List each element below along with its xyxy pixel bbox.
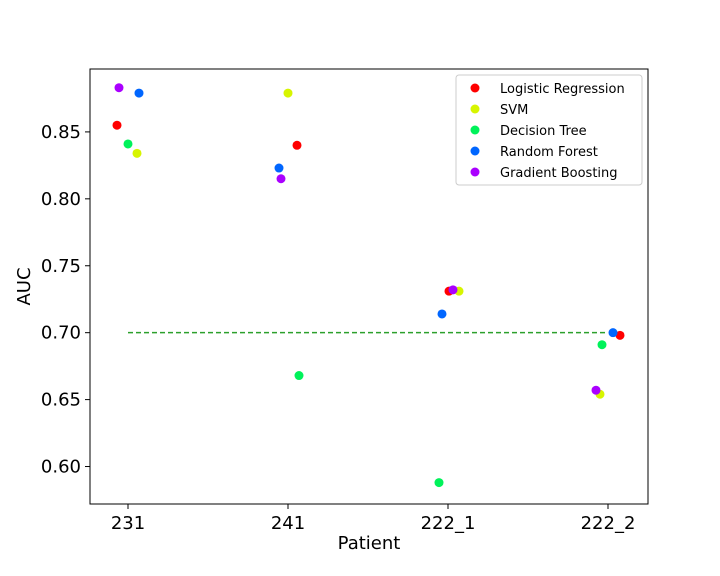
- scatter-point: [123, 139, 133, 149]
- x-tick-label: 222_2: [581, 513, 636, 534]
- legend-label: Logistic Regression: [500, 82, 625, 97]
- y-axis-ticks: 0.60 0.65 0.70 0.75 0.80 0.85: [41, 122, 90, 478]
- legend-marker: [470, 104, 480, 114]
- y-tick-label: 0.65: [41, 390, 81, 411]
- scatter-point: [276, 174, 286, 184]
- legend: Logistic Regression SVM Decision Tree Rando…: [455, 74, 643, 186]
- x-tick-label: 231: [111, 513, 145, 534]
- scatter-point: [448, 285, 458, 295]
- x-tick-label: 222_1: [421, 513, 476, 534]
- legend-label: Random Forest: [500, 145, 598, 160]
- legend-marker: [470, 83, 480, 93]
- x-axis-label: Patient: [338, 533, 401, 554]
- plot-area-frame: [89, 68, 649, 505]
- scatter-point: [292, 140, 302, 150]
- scatter-point: [597, 340, 607, 350]
- legend-marker: [470, 146, 480, 156]
- legend-label: SVM: [500, 103, 528, 118]
- y-tick-label: 0.85: [41, 122, 81, 143]
- scatter-point: [112, 120, 122, 130]
- scatter-point: [608, 328, 618, 338]
- scatter-point: [274, 163, 284, 173]
- legend-label: Gradient Boosting: [500, 166, 618, 181]
- scatter-point: [615, 330, 625, 340]
- legend-label: Decision Tree: [500, 124, 587, 139]
- data-points: [112, 83, 625, 488]
- y-tick-label: 0.80: [41, 189, 81, 210]
- y-tick-label: 0.75: [41, 256, 81, 277]
- legend-box: [455, 74, 643, 186]
- scatter-point: [114, 83, 124, 93]
- scatter-point: [134, 88, 144, 98]
- scatter-point: [437, 309, 447, 319]
- x-axis-ticks: 231 241 222_1 222_2: [111, 504, 636, 534]
- scatter-point: [132, 148, 142, 158]
- scatter-point: [591, 385, 601, 395]
- y-axis-label: AUC: [14, 267, 35, 305]
- y-tick-label: 0.60: [41, 457, 81, 478]
- y-tick-label: 0.70: [41, 323, 81, 344]
- scatter-point: [434, 478, 444, 488]
- legend-marker: [470, 167, 480, 177]
- scatter-point: [283, 88, 293, 98]
- x-tick-label: 241: [271, 513, 305, 534]
- legend-marker: [470, 125, 480, 135]
- scatter-point: [294, 371, 304, 381]
